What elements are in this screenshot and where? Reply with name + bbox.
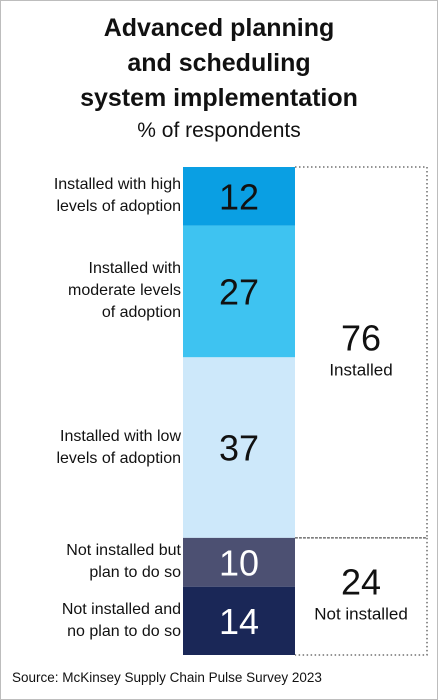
category-label: Installed with low levels of adoption <box>1 357 181 538</box>
bar-segment <box>183 225 295 358</box>
title-line: Advanced planning <box>103 14 335 42</box>
category-label: Installed with high levels of adoption <box>1 167 181 226</box>
category-label-line: of adoption <box>101 304 181 322</box>
category-label-line: Installed with low <box>60 427 181 445</box>
group-total-label: Not installed <box>314 604 408 623</box>
bar-value-label: 27 <box>219 271 259 312</box>
group-bracket <box>295 166 428 539</box>
category-label-line: moderate levels <box>68 282 181 300</box>
chart-subtitle: % of respondents <box>137 119 301 142</box>
group-total-value: 76 <box>341 317 381 358</box>
title-line: and scheduling <box>127 49 311 77</box>
bar-segment <box>183 586 295 655</box>
bar-value-label: 14 <box>219 601 259 642</box>
title-line: system implementation <box>80 84 358 112</box>
bar-value-label: 12 <box>219 176 259 217</box>
category-label: Not installed and no plan to do so <box>1 587 181 655</box>
category-label-line: Not installed and <box>61 600 181 618</box>
bar-segment <box>183 357 295 538</box>
bar-value-label: 10 <box>219 542 259 583</box>
category-label-line: Installed with <box>88 260 182 278</box>
category-label-line: no plan to do so <box>67 622 181 640</box>
category-label-line: plan to do so <box>89 564 181 582</box>
group-total-value: 24 <box>341 561 381 602</box>
category-label-line: levels of adoption <box>56 449 181 467</box>
category-label: Not installed but plan to do so <box>1 538 181 587</box>
bar-value-label: 37 <box>219 428 259 469</box>
bar-segment <box>183 167 295 226</box>
chart-title: Advanced planning and scheduling system … <box>1 11 437 116</box>
group-total-label: Installed <box>329 360 392 379</box>
category-label-line: levels of adoption <box>56 198 181 216</box>
category-label-line: Installed with high <box>53 176 181 194</box>
source-note: Source: McKinsey Supply Chain Pulse Surv… <box>12 670 322 685</box>
category-label-line: Not installed but <box>66 542 181 560</box>
bar-segment <box>183 537 295 587</box>
category-label: Installed with moderate levels of adoption <box>1 226 182 358</box>
